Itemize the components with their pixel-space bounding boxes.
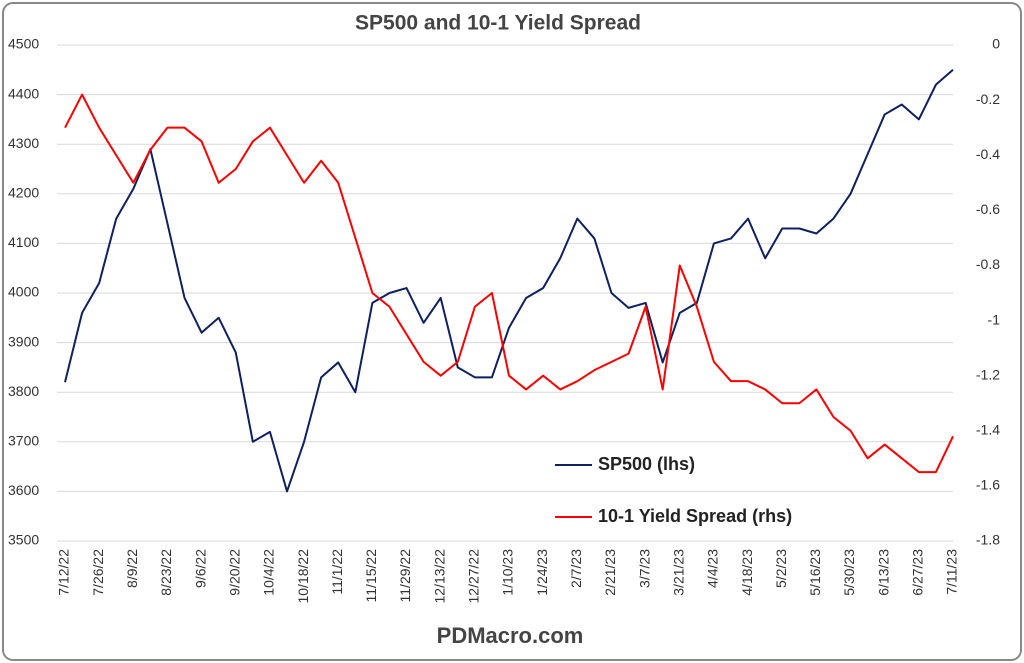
y-tick-label: 4000 [8,284,39,300]
x-tick-label: 3/7/23 [636,549,652,588]
y2-tick-label: -0.6 [976,201,1000,217]
y2-tick-label: -0.8 [976,256,1000,272]
x-tick-label: 5/16/23 [807,549,823,596]
legend-label: 10-1 Yield Spread (rhs) [598,506,792,526]
x-tick-label: 2/7/23 [568,549,584,588]
y-tick-label: 4400 [8,85,39,101]
y-tick-label: 4200 [8,185,39,201]
x-tick-label: 2/21/23 [602,549,618,596]
x-tick-label: 11/29/22 [397,549,413,603]
y-tick-label: 3500 [8,532,39,548]
x-tick-label: 7/12/22 [56,549,72,596]
x-tick-label: 6/27/23 [910,549,926,596]
source: PDMacro.com [437,623,584,648]
y-tick-label: 4300 [8,135,39,151]
y2-tick-label: -1.8 [976,532,1000,548]
x-tick-label: 5/30/23 [841,549,857,596]
y-tick-label: 3900 [8,333,39,349]
x-tick-label: 12/27/22 [466,549,482,604]
y2-tick-label: -0.2 [976,91,1000,107]
x-tick-label: 7/11/23 [944,549,960,595]
y2-tick-label: -1 [988,311,1001,327]
x-tick-label: 9/20/22 [226,549,242,596]
x-tick-label: 6/13/23 [875,549,891,596]
x-tick-label: 1/24/23 [534,549,550,596]
y2-tick-label: -1.2 [976,366,1000,382]
y-tick-label: 4500 [8,36,39,52]
x-tick-label: 8/9/22 [124,549,140,588]
x-tick-label: 11/1/22 [329,549,345,595]
x-tick-label: 7/26/22 [90,549,106,596]
x-tick-label: 5/2/23 [773,549,789,588]
y-tick-label: 4100 [8,234,39,250]
x-tick-label: 4/4/23 [705,549,721,588]
x-tick-label: 3/21/23 [670,549,686,596]
x-tick-label: 12/13/22 [431,549,447,604]
x-tick-label: 1/10/23 [500,549,516,596]
x-tick-label: 9/6/22 [192,549,208,588]
y-tick-label: 3800 [8,383,39,399]
y-tick-label: 3700 [8,433,39,449]
x-tick-label: 4/18/23 [739,549,755,596]
x-tick-label: 10/4/22 [261,549,277,596]
series-line [64,93,954,474]
x-tick-label: 11/15/22 [363,549,379,603]
legend-label: SP500 (lhs) [598,454,695,474]
chart-title: SP500 and 10-1 Yield Spread [355,12,641,35]
x-tick-label: 10/18/22 [295,549,311,604]
y-tick-label: 3600 [8,482,39,498]
y2-tick-label: -1.4 [976,421,1000,437]
y2-tick-label: -0.4 [976,146,1000,162]
series-line [64,69,954,493]
y2-tick-label: 0 [992,36,1000,52]
x-tick-label: 8/23/22 [158,549,174,596]
y2-tick-label: -1.6 [976,477,1000,493]
